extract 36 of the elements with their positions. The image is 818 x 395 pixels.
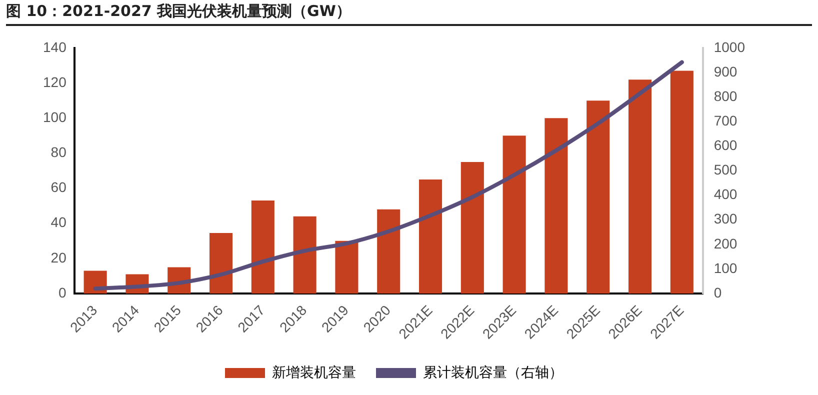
y-tick-label: 0 [58, 284, 67, 300]
bar [544, 118, 568, 294]
bar [628, 80, 652, 294]
bar [209, 233, 233, 294]
y2-tick-label: 500 [714, 162, 738, 178]
chart-title: 图 10：2021-2027 我国光伏装机量预测（GW） [6, 2, 351, 21]
bar [460, 162, 484, 294]
y-tick-label: 120 [43, 74, 67, 90]
y-tick-label: 80 [50, 144, 67, 160]
y-tick-label: 140 [43, 38, 67, 55]
y2-tick-label: 900 [714, 63, 738, 80]
bar [84, 270, 107, 294]
y-tick-label: 20 [50, 249, 67, 266]
y-tick-label: 40 [50, 214, 67, 230]
y2-tick-label: 300 [714, 210, 738, 227]
bar [251, 200, 274, 294]
y2-tick-label: 200 [714, 235, 738, 252]
y2-tick-label: 0 [714, 284, 722, 300]
y2-tick-label: 100 [714, 260, 738, 276]
y-tick-label: 100 [43, 109, 67, 125]
legend-label: 新增装机容量 [272, 364, 356, 380]
legend-label: 累计装机容量（右轴） [423, 364, 563, 380]
bar [502, 136, 526, 294]
y-tick-label: 60 [50, 179, 67, 196]
bar [418, 180, 442, 294]
bar [293, 216, 316, 294]
line-series [93, 60, 684, 291]
y2-tick-label: 800 [714, 88, 738, 104]
bar [335, 240, 358, 294]
bar [670, 70, 694, 294]
y2-tick-label: 1000 [714, 38, 746, 55]
y2-tick-label: 400 [714, 186, 738, 202]
bar [377, 209, 400, 294]
bar [586, 100, 610, 294]
y2-tick-label: 600 [714, 137, 738, 154]
y2-tick-label: 700 [714, 112, 738, 129]
